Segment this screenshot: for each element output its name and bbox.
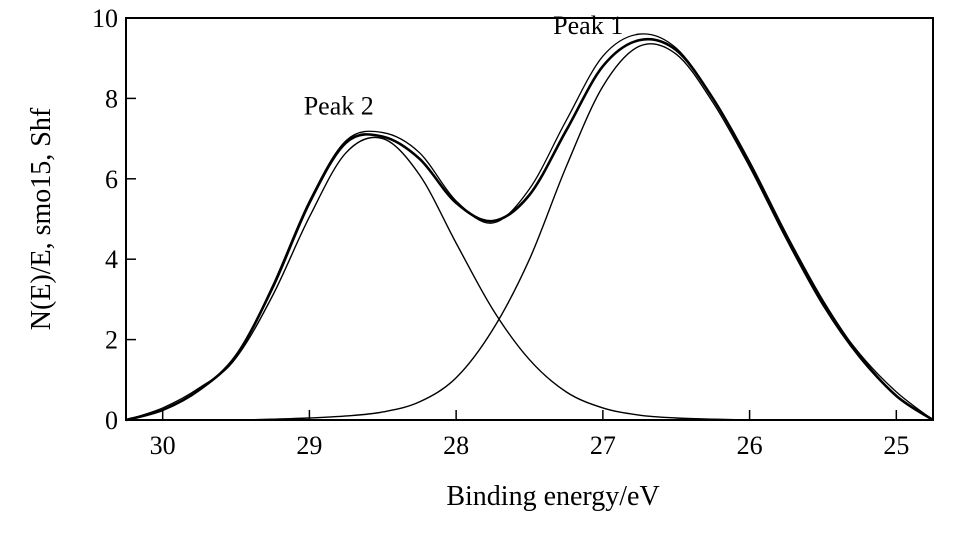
- x-tick-label: 27: [590, 431, 616, 460]
- fitted-sum-curve: [125, 33, 934, 421]
- y-tick-label: 8: [105, 84, 118, 113]
- peak-annotation: Peak 2: [304, 91, 374, 120]
- peak-annotation: Peak 1: [553, 11, 623, 40]
- x-axis-title: Binding energy/eV: [446, 481, 659, 512]
- y-tick-label: 0: [105, 406, 118, 435]
- series-group: [125, 33, 934, 422]
- y-tick-label: 6: [105, 165, 118, 194]
- y-tick-label: 4: [105, 245, 118, 274]
- peak-1-component-curve: [125, 43, 934, 421]
- x-tick-label: 25: [883, 431, 909, 460]
- x-tick-label: 30: [150, 431, 176, 460]
- axis-ticks: 30 29 28 27 26 25 0 2 4 6 8 10: [92, 4, 909, 460]
- plot-frame: [125, 17, 934, 421]
- x-tick-label: 26: [737, 431, 763, 460]
- x-tick-label: 29: [296, 431, 322, 460]
- y-tick-label: 10: [92, 4, 118, 33]
- annotations-group: Peak 1 Peak 2: [304, 11, 623, 120]
- peak-2-component-curve: [125, 136, 933, 421]
- y-tick-label: 2: [105, 326, 118, 355]
- x-tick-label: 28: [443, 431, 469, 460]
- envelope-curve: [125, 37, 934, 422]
- y-axis-title: N(E)/E, smo15, Shf: [26, 107, 57, 330]
